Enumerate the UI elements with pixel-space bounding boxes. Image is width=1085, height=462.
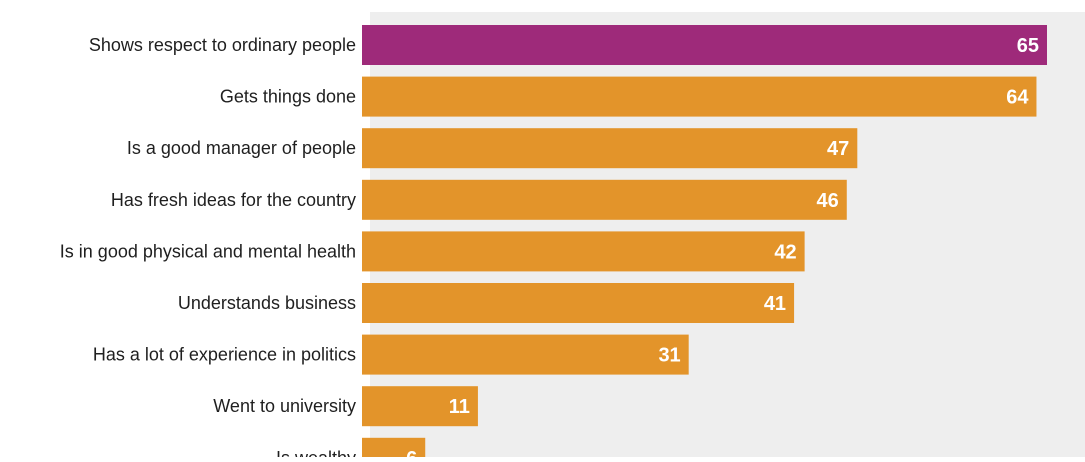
category-label: Is in good physical and mental health bbox=[60, 241, 356, 261]
category-label: Is a good manager of people bbox=[127, 138, 356, 158]
value-label: 41 bbox=[764, 293, 786, 315]
bar bbox=[362, 283, 795, 323]
bar bbox=[362, 25, 1047, 65]
value-label: 11 bbox=[449, 396, 470, 418]
bar bbox=[362, 334, 689, 375]
category-label: Has a lot of experience in politics bbox=[93, 345, 356, 365]
category-label: Went to university bbox=[213, 396, 356, 416]
value-label: 46 bbox=[817, 190, 839, 212]
value-label: 31 bbox=[658, 345, 680, 367]
category-label: Shows respect to ordinary people bbox=[89, 35, 356, 55]
category-labels-group: Shows respect to ordinary people Gets thi… bbox=[60, 35, 356, 462]
value-label: 65 bbox=[1017, 35, 1039, 57]
category-label: Has fresh ideas for the country bbox=[111, 190, 356, 210]
value-label: 64 bbox=[1006, 87, 1029, 109]
value-label: 42 bbox=[774, 241, 796, 263]
bar bbox=[362, 76, 1037, 117]
bar bbox=[362, 179, 847, 220]
category-label: Gets things done bbox=[220, 87, 356, 107]
category-label: Understands business bbox=[178, 293, 356, 313]
bar bbox=[362, 386, 478, 427]
category-label: Is wealthy bbox=[276, 448, 356, 457]
bar bbox=[362, 231, 805, 272]
bar bbox=[362, 128, 858, 169]
value-label: 47 bbox=[827, 138, 849, 160]
bars-group bbox=[362, 25, 1047, 462]
value-label: 6 bbox=[406, 448, 417, 457]
value-labels-group: 65 64 47 46 42 41 31 11 6 bbox=[406, 35, 1039, 462]
